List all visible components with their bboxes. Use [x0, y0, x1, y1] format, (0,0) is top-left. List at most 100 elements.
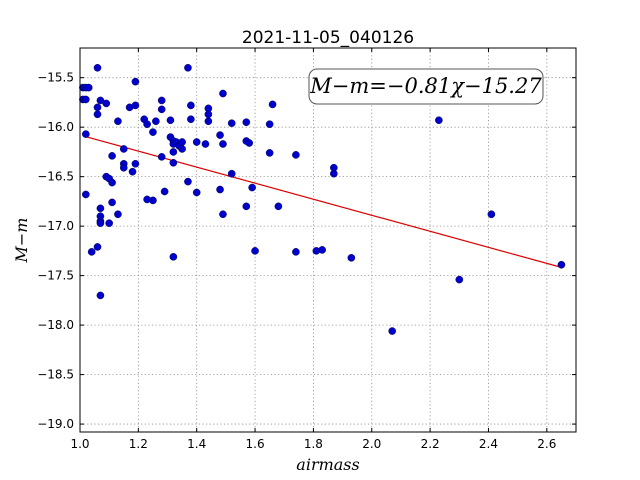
data-points	[79, 63, 566, 335]
data-point	[187, 101, 195, 110]
data-point	[114, 210, 122, 219]
axis-ticks: 1.0 1.2 1.4 1.6 1.8 2.0 2.2 2.4 2.6 −15.5 −16.0 −16…	[37, 48, 576, 451]
x-tick-label: 1.0	[70, 437, 89, 451]
y-tick-label: −16.0	[37, 120, 74, 134]
data-point	[251, 247, 259, 255]
data-point	[119, 163, 128, 172]
data-point	[93, 103, 102, 112]
x-tick-label: 1.6	[246, 437, 265, 451]
y-tick-label: −18.0	[37, 318, 74, 332]
y-tick-label: −16.5	[37, 170, 74, 184]
data-point	[87, 248, 96, 256]
data-point	[265, 149, 274, 157]
y-axis-label: M−m	[12, 218, 31, 264]
data-point	[248, 183, 256, 192]
data-point	[388, 327, 396, 335]
annotation-text: M−m=−0.81χ−15.27	[309, 74, 542, 98]
data-point	[184, 177, 192, 186]
data-point	[318, 246, 326, 254]
plot-frame	[79, 47, 577, 433]
x-tick-label: 2.4	[479, 437, 498, 451]
data-point	[265, 120, 274, 129]
data-point	[82, 190, 90, 199]
data-point	[157, 96, 166, 105]
data-point	[119, 145, 128, 153]
data-point	[93, 243, 102, 251]
data-point	[149, 128, 157, 136]
y-tick-label: −19.0	[37, 417, 74, 431]
data-point	[219, 210, 227, 219]
data-point	[292, 151, 300, 159]
data-point	[160, 187, 169, 196]
data-point	[242, 202, 251, 211]
data-point	[201, 140, 210, 148]
data-point	[82, 130, 90, 138]
data-point	[105, 219, 113, 227]
x-axis-label: airmass	[296, 455, 359, 474]
data-point	[152, 117, 160, 126]
data-point	[128, 167, 137, 176]
x-tick-label: 1.2	[129, 437, 148, 451]
data-point	[178, 145, 186, 153]
data-point	[216, 185, 224, 194]
y-tick-label: −17.5	[37, 269, 74, 283]
annotation-box	[308, 68, 544, 105]
data-point	[242, 118, 251, 127]
data-point	[96, 204, 105, 213]
data-point	[131, 101, 140, 110]
data-point	[204, 117, 213, 126]
data-point	[169, 253, 178, 261]
data-point	[455, 275, 464, 284]
data-point	[204, 104, 213, 113]
data-point	[114, 117, 122, 126]
data-point	[108, 198, 116, 207]
data-point	[268, 100, 277, 109]
data-point	[149, 196, 157, 205]
data-point	[157, 105, 166, 114]
data-point	[192, 188, 201, 197]
data-point	[216, 131, 224, 139]
data-point	[108, 152, 116, 160]
x-tick-label: 2.0	[362, 437, 381, 451]
data-point	[435, 116, 443, 125]
data-point	[487, 210, 496, 219]
data-point	[274, 202, 283, 211]
data-point	[192, 138, 201, 146]
data-point	[131, 159, 140, 168]
data-point	[96, 219, 105, 227]
data-point	[102, 99, 111, 108]
data-point	[108, 178, 116, 187]
data-point	[169, 148, 178, 156]
data-point	[166, 116, 175, 125]
x-tick-label: 1.8	[304, 437, 323, 451]
data-point	[157, 153, 166, 161]
data-point	[330, 169, 338, 178]
data-point	[347, 254, 356, 262]
data-point	[292, 248, 300, 256]
data-point	[93, 63, 102, 72]
x-tick-label: 1.4	[187, 437, 206, 451]
data-point	[245, 139, 254, 147]
data-point	[82, 95, 90, 104]
fit-annotation: M−m=−0.81χ−15.27	[308, 68, 544, 105]
x-tick-label: 2.2	[421, 437, 440, 451]
chart-title: 2021-11-05_040126	[242, 28, 414, 48]
data-point	[187, 115, 195, 124]
data-point	[96, 291, 105, 300]
data-point	[131, 77, 140, 86]
data-point	[178, 138, 186, 146]
data-point	[557, 260, 566, 269]
data-point	[219, 140, 227, 148]
data-point	[143, 120, 151, 129]
data-point	[227, 119, 236, 128]
data-point	[169, 159, 178, 167]
x-tick-label: 2.6	[537, 437, 556, 451]
data-point	[219, 89, 227, 98]
y-tick-label: −18.5	[37, 368, 74, 382]
data-point	[184, 63, 192, 72]
y-tick-label: −17.0	[37, 219, 74, 233]
data-point	[227, 169, 236, 178]
y-tick-label: −15.5	[37, 71, 74, 85]
data-point	[93, 110, 102, 119]
